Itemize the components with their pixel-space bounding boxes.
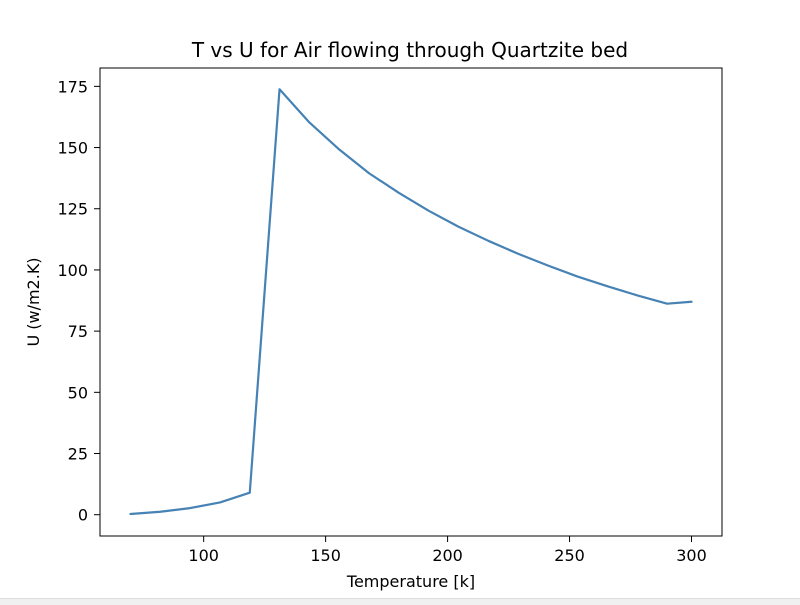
x-tick-label: 250	[554, 546, 585, 565]
y-tick-label: 125	[57, 200, 88, 219]
x-axis: 100 150 200 250 300	[188, 536, 707, 565]
y-tick-label: 75	[68, 322, 88, 341]
x-tick-label: 150	[310, 546, 341, 565]
series-line	[129, 88, 693, 516]
y-tick-label: 50	[68, 383, 88, 402]
y-tick-label: 25	[68, 445, 88, 464]
x-tick-label: 200	[432, 546, 463, 565]
window-bottom-strip	[0, 598, 800, 605]
chart-title: T vs U for Air flowing through Quartzite…	[191, 38, 628, 62]
x-axis-label: Temperature [k]	[346, 572, 475, 591]
x-tick-label: 300	[676, 546, 707, 565]
y-axis-label: U (w/m2.K)	[24, 257, 43, 346]
y-tick-label: 175	[57, 77, 88, 96]
y-tick-label: 150	[57, 139, 88, 158]
y-tick-label: 0	[78, 506, 88, 525]
x-tick-label: 100	[188, 546, 219, 565]
y-axis: 0 25 50 75 100 125 150 175	[57, 77, 100, 525]
y-tick-label: 100	[57, 261, 88, 280]
axes-frame	[99, 67, 723, 537]
plot-area: 100 150 200 250 300 0 25 50 75 100 125 150 175	[57, 67, 723, 565]
